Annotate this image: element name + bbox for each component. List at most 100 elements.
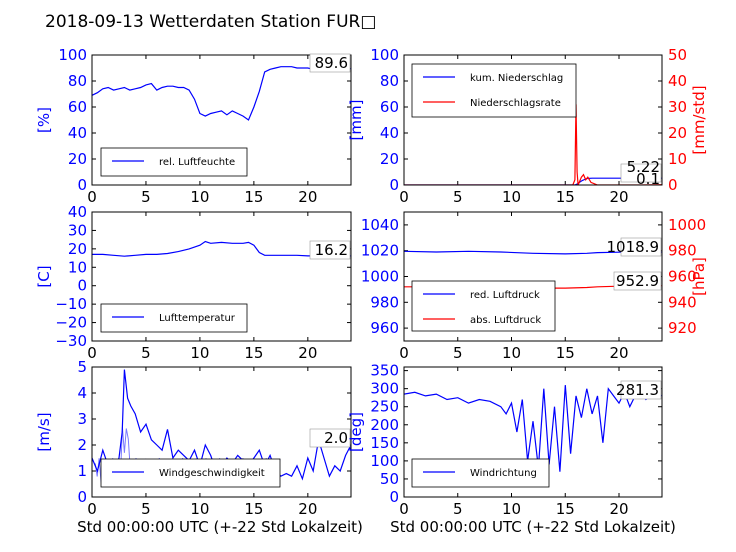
panel-wind_direction: 0 5 10 15 20050100150200250300350[deg]Windri… (347, 362, 663, 518)
plot-frame (403, 366, 663, 498)
y-tick-label: 10 (68, 258, 87, 276)
y2-tick-label: 1000 (668, 216, 706, 234)
y-tick-label: 20 (68, 240, 87, 258)
y2-axis-label: [hPa] (690, 257, 708, 296)
legend-box (100, 147, 248, 177)
series-line-primary (92, 240, 351, 257)
last-value-box (620, 237, 662, 257)
x-tick-label: 5 (141, 188, 151, 206)
y2-axis-label: [mm/std] (690, 85, 708, 154)
x-tick-label: 15 (556, 500, 575, 518)
y2-tick-label: 960 (668, 268, 697, 286)
series-line-primary (404, 385, 662, 472)
legend-label: abs. Luftdruck (470, 315, 541, 326)
y-tick-label: 0 (77, 176, 87, 194)
y-tick-label: 80 (380, 72, 399, 90)
y-tick-label: 20 (380, 150, 399, 168)
x-tick-label: 10 (190, 500, 209, 518)
x-tick-label: 15 (556, 344, 575, 362)
x-tick-label: 0 (399, 500, 409, 518)
y-tick-label: 80 (68, 72, 87, 90)
x-axis-label-right: Std 00:00:00 UTC (+-22 Std Lokalzeit) (390, 518, 676, 536)
x-tick-label: 0 (399, 344, 409, 362)
last-value-label: 89.6 (315, 54, 348, 72)
y-tick-label: 0 (389, 176, 399, 194)
y-tick-label: 100 (370, 452, 399, 470)
y2-tick-label: 50 (668, 46, 687, 64)
x-tick-label: 0 (87, 500, 97, 518)
y-tick-label: 200 (370, 416, 399, 434)
y-tick-label: 60 (380, 98, 399, 116)
plot-frame (403, 54, 663, 186)
x-tick-label: 0 (87, 188, 97, 206)
last-value-label: 1018.9 (607, 238, 660, 256)
y-tick-label: 4 (77, 384, 87, 402)
x-tick-label: 15 (244, 500, 263, 518)
y-tick-label: 60 (68, 98, 87, 116)
series-line-primary (92, 66, 351, 121)
y-tick-label: −30 (55, 332, 87, 350)
x-tick-label: 5 (453, 188, 463, 206)
legend-label: Windrichtung (470, 468, 537, 479)
last-value-box (309, 240, 351, 260)
y-tick-label: 350 (370, 362, 399, 380)
y2-tick-label: 980 (668, 242, 697, 260)
legend-box (411, 63, 577, 118)
y-tick-label: 250 (370, 398, 399, 416)
legend-label: rel. Luftfeuchte (159, 157, 235, 168)
y-tick-label: 100 (370, 46, 399, 64)
legend-label: kum. Niederschlag (470, 73, 563, 84)
x-tick-label: 20 (609, 188, 628, 206)
x-tick-label: 0 (87, 344, 97, 362)
y-tick-label: 100 (58, 46, 87, 64)
legend-box (411, 280, 556, 332)
y2-tick-label: 10 (668, 150, 687, 168)
y-tick-label: 1 (77, 462, 87, 480)
y-axis-label: [deg] (347, 412, 365, 452)
y-tick-label: −20 (55, 314, 87, 332)
legend-label: Lufttemperatur (159, 313, 236, 324)
last-value-box (620, 380, 662, 400)
legend-box (100, 303, 248, 333)
y2-tick-label: 30 (668, 98, 687, 116)
x-tick-label: 20 (298, 188, 317, 206)
last-value-box-2 (613, 271, 662, 291)
plot-frame (91, 366, 352, 498)
y-tick-label: 1000 (361, 268, 399, 286)
y-tick-label: 2 (77, 436, 87, 454)
last-value-label-2: 0.1 (636, 170, 660, 188)
y-tick-label: 30 (68, 221, 87, 239)
x-tick-label: 15 (556, 188, 575, 206)
y-tick-label: 20 (68, 150, 87, 168)
y-axis-label: [%] (35, 107, 53, 133)
last-value-box (309, 428, 351, 448)
y2-tick-label: 920 (668, 319, 697, 337)
x-tick-label: 5 (453, 500, 463, 518)
y-axis-label: [m/s] (35, 412, 53, 451)
legend-label: red. Luftdruck (470, 290, 540, 301)
x-tick-label: 5 (141, 500, 151, 518)
x-tick-label: 20 (298, 500, 317, 518)
y-axis-label: [mm] (347, 100, 365, 141)
panel-temperature: 0 5 10 15 20−30−20−10010203040[C]Lufttempera… (35, 203, 352, 362)
y-tick-label: 50 (380, 470, 399, 488)
last-value-label: 2.0 (324, 429, 348, 447)
x-tick-label: 10 (190, 188, 209, 206)
last-value-label: 5.22 (627, 158, 660, 176)
y-tick-label: 40 (68, 124, 87, 142)
y2-tick-label: 0 (668, 176, 678, 194)
series-line-secondary (404, 104, 662, 185)
panel-precipitation: 0 5 10 15 20 0 20 40 60 80 100 0 10 20 30 40 50 [mm] [mm/s… (347, 46, 708, 206)
y2-tick-label: 940 (668, 293, 697, 311)
x-tick-label: 10 (502, 500, 521, 518)
panel-humidity: 0 5 10 15 20 0 20 40 60 80 100 [%] rel. Luftfeuchte 8… (35, 46, 352, 206)
plot-frame (91, 54, 352, 186)
last-value-label-2: 952.9 (616, 272, 659, 290)
x-tick-label: 15 (244, 188, 263, 206)
y-tick-label: 0 (77, 277, 87, 295)
y-tick-label: 40 (380, 124, 399, 142)
panel-wind_speed: 0 5 10 15 20 0 1 2 3 4 5 [m/s] Windgeschwindigkeit 2.… (35, 358, 352, 518)
x-tick-label: 5 (453, 344, 463, 362)
last-value-label: 16.2 (315, 241, 348, 259)
